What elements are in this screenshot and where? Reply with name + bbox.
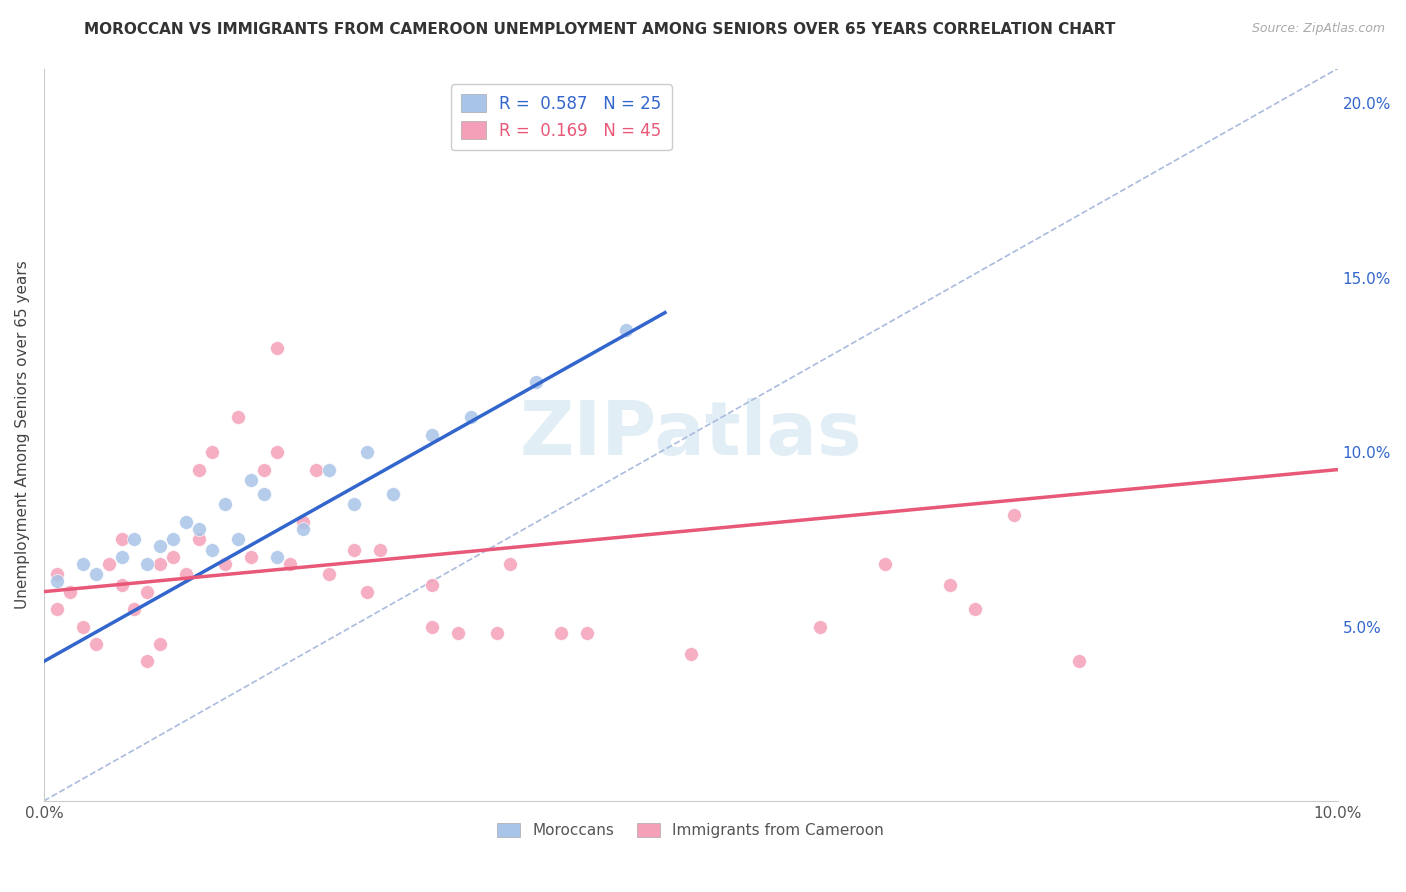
Point <box>214 557 236 571</box>
Point <box>188 522 211 536</box>
Point <box>343 498 366 512</box>
Point <box>149 637 172 651</box>
Point <box>45 567 67 582</box>
Point <box>45 602 67 616</box>
Point <box>84 567 107 582</box>
Point <box>162 549 184 564</box>
Point <box>136 557 159 571</box>
Point <box>550 626 572 640</box>
Point <box>110 577 132 591</box>
Point <box>239 549 262 564</box>
Point <box>201 445 224 459</box>
Point <box>110 549 132 564</box>
Point <box>1067 654 1090 668</box>
Point <box>485 626 508 640</box>
Point <box>253 487 276 501</box>
Point <box>420 619 443 633</box>
Point <box>72 557 94 571</box>
Point <box>59 584 82 599</box>
Point <box>149 539 172 553</box>
Point <box>304 462 326 476</box>
Point <box>174 515 197 529</box>
Point <box>938 577 960 591</box>
Point <box>420 427 443 442</box>
Point <box>368 542 391 557</box>
Point <box>873 557 896 571</box>
Point <box>72 619 94 633</box>
Point <box>253 462 276 476</box>
Point <box>97 557 120 571</box>
Point <box>84 637 107 651</box>
Point <box>499 557 522 571</box>
Text: MOROCCAN VS IMMIGRANTS FROM CAMEROON UNEMPLOYMENT AMONG SENIORS OVER 65 YEARS CO: MOROCCAN VS IMMIGRANTS FROM CAMEROON UNE… <box>84 22 1116 37</box>
Point <box>266 549 288 564</box>
Point <box>45 574 67 589</box>
Point <box>226 410 249 425</box>
Point <box>318 567 340 582</box>
Point <box>447 626 470 640</box>
Text: Source: ZipAtlas.com: Source: ZipAtlas.com <box>1251 22 1385 36</box>
Legend: Moroccans, Immigrants from Cameroon: Moroccans, Immigrants from Cameroon <box>491 817 890 845</box>
Point <box>808 619 831 633</box>
Point <box>124 602 146 616</box>
Text: ZIPatlas: ZIPatlas <box>519 398 862 471</box>
Point <box>110 533 132 547</box>
Point <box>356 445 378 459</box>
Point <box>226 533 249 547</box>
Point <box>356 584 378 599</box>
Point <box>318 462 340 476</box>
Point <box>291 515 314 529</box>
Point <box>162 533 184 547</box>
Point <box>124 533 146 547</box>
Point <box>278 557 301 571</box>
Point <box>679 648 702 662</box>
Point <box>576 626 599 640</box>
Point <box>965 602 987 616</box>
Point <box>188 533 211 547</box>
Point <box>1002 508 1025 522</box>
Point <box>239 473 262 487</box>
Point <box>266 341 288 355</box>
Point <box>188 462 211 476</box>
Point <box>460 410 482 425</box>
Point <box>291 522 314 536</box>
Point <box>214 498 236 512</box>
Point <box>614 323 637 337</box>
Y-axis label: Unemployment Among Seniors over 65 years: Unemployment Among Seniors over 65 years <box>15 260 30 609</box>
Point <box>524 376 547 390</box>
Point <box>174 567 197 582</box>
Point <box>136 584 159 599</box>
Point <box>420 577 443 591</box>
Point <box>382 487 405 501</box>
Point <box>266 445 288 459</box>
Point <box>136 654 159 668</box>
Point <box>149 557 172 571</box>
Point <box>343 542 366 557</box>
Point <box>201 542 224 557</box>
